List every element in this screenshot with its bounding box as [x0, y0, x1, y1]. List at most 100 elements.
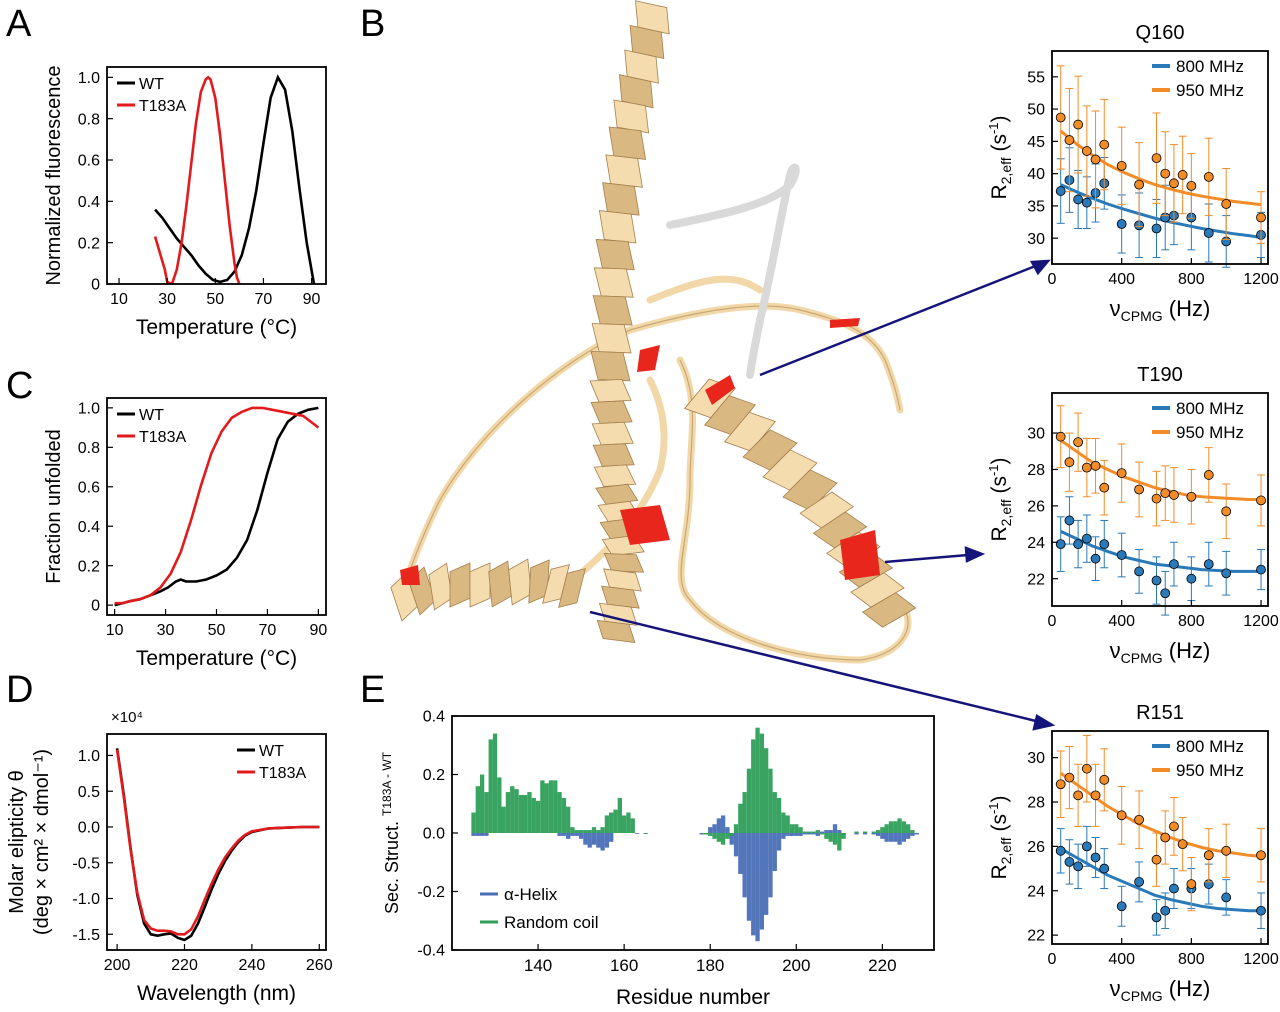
- data-point: [1090, 790, 1101, 801]
- y-tick-label: 0.2: [78, 235, 100, 252]
- data-point: [1099, 482, 1110, 493]
- bar: [776, 797, 782, 833]
- bar: [729, 833, 734, 845]
- bar: [733, 833, 739, 857]
- bar: [725, 833, 730, 839]
- bar: [738, 803, 743, 833]
- bar: [837, 833, 842, 851]
- data-point: [1073, 790, 1084, 801]
- data-point: [1221, 892, 1232, 903]
- data-point: [1073, 119, 1084, 130]
- y-tick-label: 50: [1027, 102, 1045, 119]
- helix-turn: [593, 464, 637, 487]
- y-tick-label: 0.4: [78, 194, 100, 211]
- y-tick-label: 40: [1027, 166, 1045, 183]
- bar: [828, 830, 833, 833]
- data-point: [1151, 223, 1162, 234]
- data-point: [1160, 168, 1171, 179]
- bar: [862, 831, 868, 833]
- y-tick-label: -1.5: [72, 927, 100, 944]
- bar: [875, 833, 881, 836]
- data-point: [1116, 219, 1127, 229]
- helix-turn: [782, 469, 838, 511]
- data-point: [1081, 533, 1092, 544]
- callout-arrows: [589, 259, 1056, 731]
- x-tick-label: 200: [104, 957, 131, 974]
- y-tick-label: 30: [1027, 231, 1045, 248]
- bar: [617, 797, 622, 833]
- y-tick-label: -0.2: [417, 884, 445, 901]
- data-point: [1203, 559, 1214, 570]
- legend-label: Random coil: [504, 913, 599, 932]
- bar: [772, 833, 777, 872]
- y-tick-label: 0.6: [78, 479, 100, 496]
- bar: [798, 827, 803, 833]
- bar: [901, 821, 907, 833]
- data-point: [1186, 573, 1197, 584]
- bar: [630, 818, 635, 833]
- bar: [910, 830, 915, 833]
- bar: [875, 830, 881, 833]
- bar: [893, 833, 898, 842]
- y-tick-label: 0.8: [78, 111, 100, 128]
- series-line-t183a: [115, 749, 320, 936]
- bar: [604, 833, 610, 848]
- helix-turn: [598, 210, 637, 244]
- bar: [746, 768, 752, 833]
- helix-turn: [590, 350, 631, 382]
- bar: [471, 833, 476, 836]
- data-point: [1256, 564, 1266, 575]
- bar: [755, 727, 760, 833]
- x-tick-label: 50: [208, 622, 226, 639]
- bar: [712, 824, 717, 833]
- bar: [854, 831, 859, 833]
- bar: [708, 833, 713, 836]
- bar: [832, 824, 838, 833]
- bar: [561, 833, 567, 836]
- x-axis-label: Wavelength (nm): [137, 982, 296, 1005]
- y-tick-label: 45: [1027, 134, 1045, 151]
- ribbon-loops: [401, 275, 912, 664]
- x-tick-label: 0: [1048, 951, 1057, 968]
- data-point: [1160, 588, 1171, 599]
- bar: [871, 831, 876, 833]
- bar: [574, 833, 579, 836]
- data-point: [1073, 194, 1084, 205]
- bar: [600, 833, 605, 851]
- bar: [510, 786, 515, 833]
- x-axis-label: νCPMG (Hz): [1110, 296, 1211, 324]
- grey-loop: [666, 163, 800, 379]
- y-tick-label: 28: [1027, 795, 1045, 812]
- bar: [781, 812, 786, 833]
- helix-turn: [593, 267, 634, 298]
- bar: [712, 833, 717, 839]
- bottom-left-helix: [390, 558, 586, 622]
- helix-turn: [592, 443, 635, 467]
- bar: [755, 833, 760, 942]
- helix-turn: [812, 511, 868, 549]
- x-axis-label: Temperature (°C): [136, 647, 297, 670]
- plot-frame: [1051, 392, 1269, 607]
- bar: [600, 827, 605, 833]
- bar: [759, 733, 765, 833]
- bar: [841, 833, 846, 839]
- bar: [609, 812, 614, 833]
- helix-turn: [723, 411, 777, 452]
- helix-turn: [542, 564, 570, 604]
- data-point: [1055, 539, 1066, 550]
- x-tick-label: 240: [239, 957, 266, 974]
- bar: [807, 833, 812, 835]
- panel-label-b: B: [360, 3, 385, 45]
- bar: [785, 815, 790, 833]
- helix-turn: [590, 400, 633, 424]
- data-point: [1064, 457, 1075, 468]
- helix-turn: [603, 568, 642, 592]
- bar: [583, 833, 588, 845]
- panel-label-a: A: [6, 3, 32, 45]
- helix-turn: [601, 585, 640, 609]
- panel-title: Q160: [1136, 22, 1185, 44]
- bar: [591, 827, 597, 833]
- y-tick-label: 35: [1027, 199, 1045, 216]
- plot-frame: [106, 733, 327, 951]
- legend-label: α-Helix: [504, 885, 558, 904]
